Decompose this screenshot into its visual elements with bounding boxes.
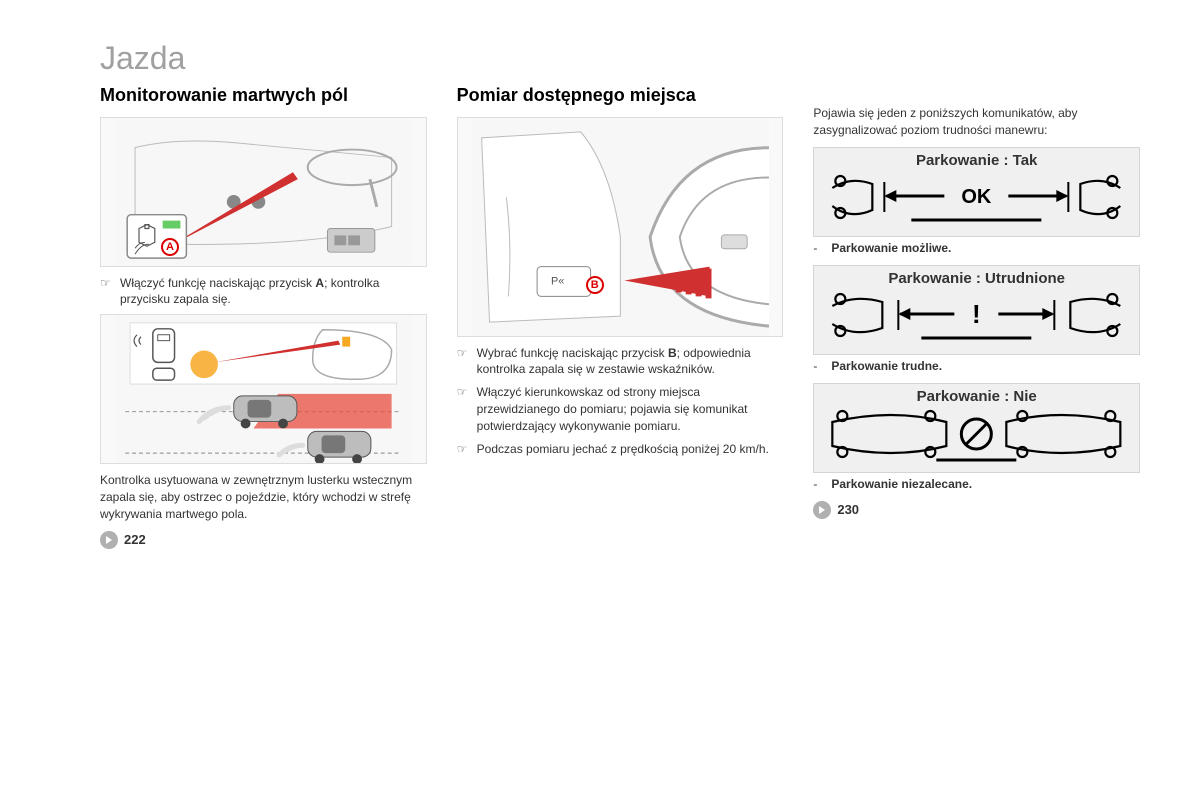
parking-no-caption-row: - Parkowanie niezalecane. (813, 477, 1140, 491)
svg-text:!: ! (972, 299, 981, 329)
page-title: Jazda (100, 40, 1140, 77)
parking-ok-box: Parkowanie : Tak OK (813, 147, 1140, 237)
bullet-select-function-b: ☞ Wybrać funkcję naciskając przycisk B; … (457, 345, 784, 379)
pointer-icon: ☞ (457, 384, 469, 401)
parking-intro: Pojawia się jeden z poniższych komunikat… (813, 105, 1140, 139)
blind-spot-header: Monitorowanie martwych pól (100, 85, 427, 107)
badge-a: A (161, 238, 179, 256)
blind-spot-paragraph: Kontrolka usytuowana w zewnętrznym luste… (100, 472, 427, 522)
pointer-icon: ☞ (100, 275, 112, 292)
parking-ok-caption: Parkowanie możliwe. (831, 241, 951, 255)
dash-icon: - (813, 241, 821, 255)
parking-no-caption: Parkowanie niezalecane. (831, 477, 972, 491)
parking-no-title: Parkowanie : Nie (814, 388, 1139, 405)
bullet-text: Wybrać funkcję naciskając przycisk B; od… (477, 345, 784, 379)
badge-b: B (586, 276, 604, 294)
parking-ok-title: Parkowanie : Tak (814, 152, 1139, 169)
dash-icon: - (813, 477, 821, 491)
parking-difficult-title: Parkowanie : Utrudnione (814, 270, 1139, 287)
parking-difficult-box: Parkowanie : Utrudnione ! (813, 265, 1140, 355)
parking-no-box: Parkowanie : Nie (813, 383, 1140, 473)
parking-measure-header: Pomiar dostępnego miejsca (457, 85, 784, 107)
parking-difficult-caption: Parkowanie trudne. (831, 359, 942, 373)
column-blind-spot: Monitorowanie martwych pól A (100, 85, 427, 549)
bullet-text: Włączyć kierunkowskaz od strony miejsca … (477, 384, 784, 434)
page-ref-222: 222 (100, 531, 427, 549)
page-ref-number: 230 (837, 502, 859, 517)
pointer-icon: ☞ (457, 345, 469, 362)
pointer-icon: ☞ (457, 441, 469, 458)
forward-ref-icon (100, 531, 118, 549)
parking-difficult-caption-row: - Parkowanie trudne. (813, 359, 1140, 373)
page-ref-230: 230 (813, 501, 1140, 519)
column-parking-measure: Pomiar dostępnego miejsca P« (457, 85, 784, 549)
dashboard-button-a-illustration: A (100, 117, 427, 267)
bullet-enable-function-a: ☞ Włączyć funkcję naciskając przycisk A;… (100, 275, 427, 309)
dash-icon: - (813, 359, 821, 373)
svg-text:OK: OK (962, 186, 993, 208)
bullet-turn-signal: ☞ Włączyć kierunkowskaz od strony miejsc… (457, 384, 784, 434)
steering-button-b-illustration: P« B (457, 117, 784, 337)
parking-ok-caption-row: - Parkowanie możliwe. (813, 241, 1140, 255)
bullet-text: Włączyć funkcję naciskając przycisk A; k… (120, 275, 427, 309)
content-columns: Monitorowanie martwych pól A (100, 85, 1140, 549)
svg-text:P«: P« (551, 275, 564, 287)
column-parking-messages: Pojawia się jeden z poniższych komunikat… (813, 85, 1140, 549)
blind-spot-mirror-illustration (100, 314, 427, 464)
bullet-text: Podczas pomiaru jechać z prędkością poni… (477, 441, 769, 458)
page-ref-number: 222 (124, 532, 146, 547)
bullet-speed-limit: ☞ Podczas pomiaru jechać z prędkością po… (457, 441, 784, 458)
forward-ref-icon (813, 501, 831, 519)
